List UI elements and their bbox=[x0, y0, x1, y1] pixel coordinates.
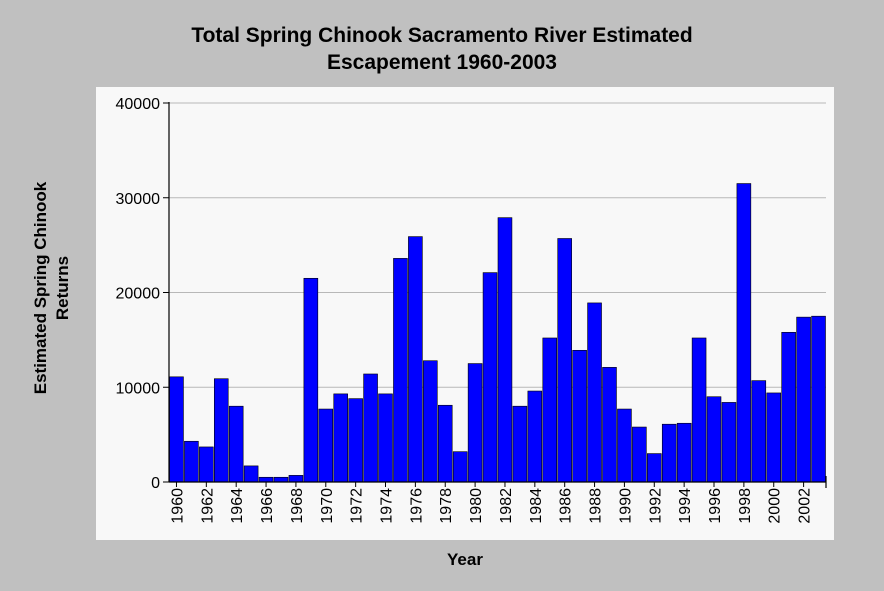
bar-1968 bbox=[288, 475, 304, 483]
bar-1980 bbox=[467, 363, 483, 483]
bar-1985 bbox=[542, 337, 558, 483]
x-tick-label: 1994 bbox=[677, 488, 694, 524]
x-tick-label: 1964 bbox=[229, 488, 246, 524]
x-tick-label: 1988 bbox=[588, 488, 605, 524]
bar-1995 bbox=[691, 337, 707, 483]
bar-1974 bbox=[378, 393, 393, 483]
bar-1998 bbox=[736, 183, 752, 483]
x-tick-label: 1986 bbox=[558, 488, 575, 524]
x-tick-label: 2002 bbox=[797, 488, 814, 524]
chart-title: Total Spring Chinook Sacramento River Es… bbox=[0, 22, 884, 76]
y-axis-label-line-1: Estimated Spring Chinook bbox=[31, 181, 50, 395]
x-tick-label: 1996 bbox=[707, 488, 724, 524]
bar-1969 bbox=[303, 277, 319, 483]
bar-1986 bbox=[557, 238, 572, 483]
tick-labels: 0 10000 20000 30000 40000 1960 1962 1964 1966 196… bbox=[116, 96, 814, 524]
y-axis-label: Estimated Spring Chinook Returns bbox=[30, 182, 74, 395]
bar-2003 bbox=[811, 315, 826, 483]
bar-1965 bbox=[243, 465, 259, 483]
bar-1989 bbox=[602, 367, 617, 483]
x-tick-label: 1992 bbox=[647, 488, 664, 524]
bar-1962 bbox=[199, 446, 214, 483]
bar-1964 bbox=[228, 405, 244, 483]
bar-1996 bbox=[706, 396, 722, 483]
bar-1988 bbox=[587, 302, 602, 483]
bar-1963 bbox=[213, 378, 229, 483]
bar-1960 bbox=[169, 376, 184, 483]
x-tick-label: 1984 bbox=[528, 488, 545, 524]
bar-1993 bbox=[661, 423, 677, 483]
bar-1961 bbox=[184, 440, 199, 483]
x-tick-label: 1960 bbox=[169, 488, 186, 524]
x-tick-label: 1982 bbox=[498, 488, 515, 524]
x-tick-label: 1976 bbox=[408, 488, 425, 524]
bar-1978 bbox=[437, 404, 453, 483]
bar-1977 bbox=[423, 360, 438, 483]
bar-1966 bbox=[258, 476, 274, 483]
y-tick-label: 20000 bbox=[116, 286, 161, 303]
bar-1997 bbox=[721, 402, 737, 483]
x-tick-label: 1978 bbox=[438, 488, 455, 524]
bar-2001 bbox=[781, 331, 796, 483]
y-axis-label-line-2: Returns bbox=[53, 255, 72, 321]
bar-1971 bbox=[333, 393, 348, 483]
x-tick-label: 1974 bbox=[379, 488, 396, 524]
axes bbox=[163, 102, 827, 488]
bars bbox=[169, 183, 826, 483]
x-tick-label: 1970 bbox=[319, 488, 336, 524]
bar-1982 bbox=[497, 217, 513, 483]
bar-1990 bbox=[617, 408, 632, 483]
y-tick-label: 40000 bbox=[116, 96, 161, 113]
x-tick-label: 1972 bbox=[349, 488, 366, 524]
bar-1983 bbox=[512, 405, 528, 483]
x-tick-label: 2000 bbox=[767, 488, 784, 524]
chart-title-line-2: Escapement 1960-2003 bbox=[327, 51, 557, 74]
x-tick-label: 1990 bbox=[617, 488, 634, 524]
bar-1972 bbox=[348, 398, 363, 483]
x-tick-label: 1968 bbox=[289, 488, 306, 524]
bar-1992 bbox=[647, 453, 662, 483]
y-tick-label: 10000 bbox=[116, 380, 161, 397]
chart-title-line-1: Total Spring Chinook Sacramento River Es… bbox=[191, 24, 693, 47]
bar-1999 bbox=[751, 380, 767, 483]
bar-2002 bbox=[796, 316, 811, 483]
bar-1981 bbox=[482, 272, 498, 483]
x-tick-label: 1966 bbox=[259, 488, 276, 524]
bar-2000 bbox=[766, 392, 782, 483]
bar-1973 bbox=[363, 373, 378, 483]
bar-1970 bbox=[318, 408, 334, 483]
x-tick-label: 1980 bbox=[468, 488, 485, 524]
x-tick-label: 1998 bbox=[737, 488, 754, 524]
bar-1975 bbox=[393, 258, 408, 483]
bar-1976 bbox=[408, 236, 423, 483]
bar-1984 bbox=[527, 390, 543, 483]
bar-1994 bbox=[676, 422, 692, 483]
x-tick-label: 1962 bbox=[199, 488, 216, 524]
bar-1967 bbox=[273, 476, 289, 483]
gridlines bbox=[169, 102, 826, 388]
y-tick-label: 30000 bbox=[116, 191, 161, 208]
x-axis-label: Year bbox=[447, 550, 483, 569]
y-tick-label: 0 bbox=[151, 475, 160, 492]
bar-1991 bbox=[632, 426, 647, 483]
bar-1987 bbox=[572, 349, 587, 483]
bar-1979 bbox=[452, 451, 468, 483]
